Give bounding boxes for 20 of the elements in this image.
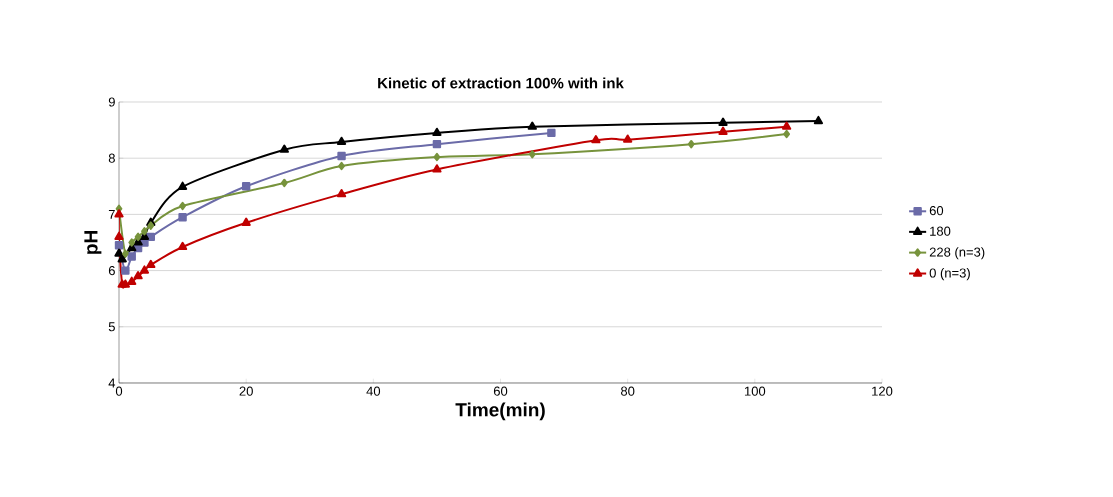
y-axis-title: pH xyxy=(84,231,102,254)
legend-label: 180 xyxy=(930,226,951,236)
x-tick-label: 20 xyxy=(239,386,253,396)
x-tick-label: 120 xyxy=(872,386,893,396)
legend-label: 228 (n=3) xyxy=(929,247,985,260)
y-tick-label: 8 xyxy=(108,153,115,163)
chart-title: Kinetic of extraction 100% with ink xyxy=(378,77,624,89)
legend-label: 60 xyxy=(929,205,944,216)
y-tick-label: 9 xyxy=(108,97,115,107)
y-tick-label: 4 xyxy=(108,378,116,388)
x-tick-label: 0 xyxy=(115,386,123,396)
x-tick-label: 40 xyxy=(366,386,381,396)
x-tick-label: 100 xyxy=(744,386,766,396)
x-axis-title: Time(min) xyxy=(455,402,545,421)
legend-label: 0 (n=3) xyxy=(929,268,970,281)
y-tick-label: 5 xyxy=(108,322,115,332)
y-tick-label: 6 xyxy=(108,265,115,276)
x-tick-label: 80 xyxy=(621,386,635,396)
y-tick-label: 7 xyxy=(108,209,115,219)
x-tick-label: 60 xyxy=(493,386,508,396)
